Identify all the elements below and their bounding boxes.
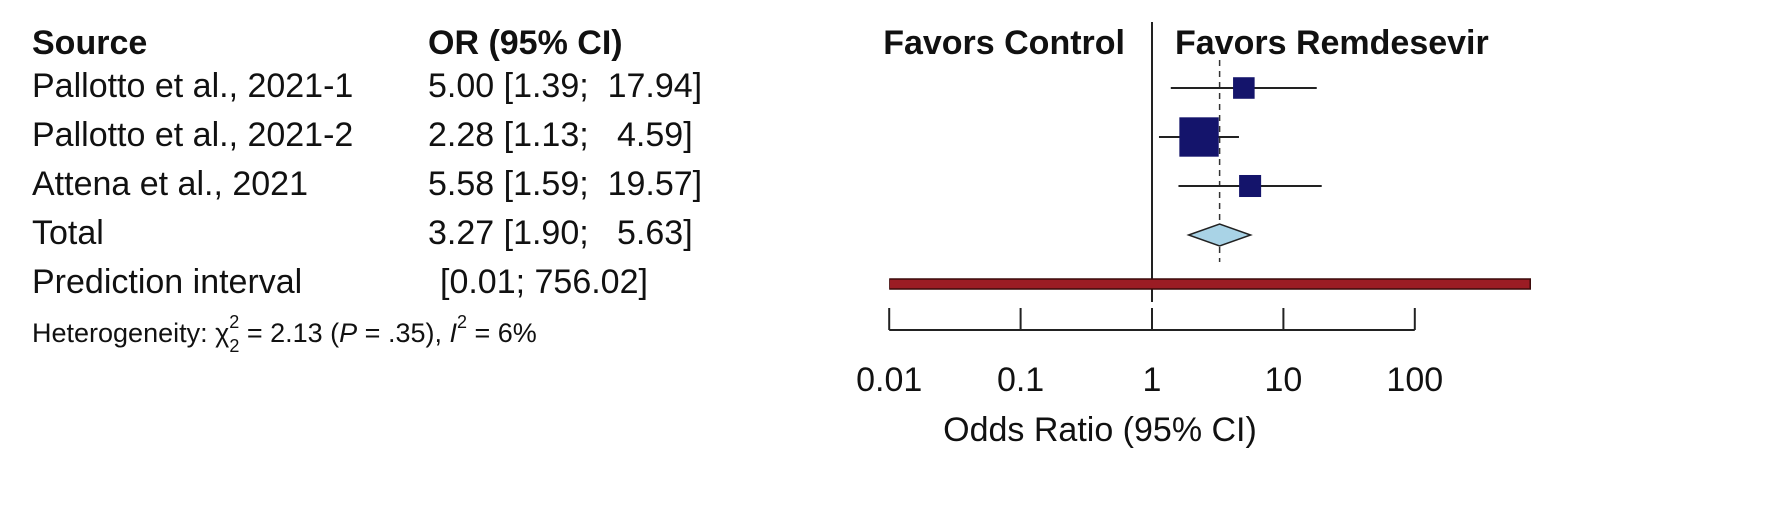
x-axis-label: Odds Ratio (95% CI) — [943, 411, 1257, 449]
het-sup: 2 — [229, 312, 239, 332]
total-diamond — [1186, 223, 1253, 247]
total-estimate: 3.27 [1.90; 5.63] — [428, 214, 693, 252]
het-text: Heterogeneity: — [32, 318, 215, 348]
heterogeneity: Heterogeneity: χ2 2 = 2.13 (P = .35), I2 … — [32, 312, 537, 356]
het-sup: 2 — [457, 312, 467, 332]
favors-right: Favors Remdesevir — [1175, 24, 1489, 62]
prediction-bar — [889, 278, 1531, 290]
study-square — [1233, 77, 1255, 99]
x-tick-label: 100 — [1386, 361, 1443, 399]
x-tick-label: 1 — [1143, 361, 1162, 399]
favors-left: Favors Control — [883, 24, 1125, 62]
study-estimate: 5.00 [1.39; 17.94] — [428, 67, 702, 105]
study-name: Attena et al., 2021 — [32, 165, 308, 203]
study-name: Pallotto et al., 2021-1 — [32, 67, 353, 105]
x-tick-label: 10 — [1264, 361, 1302, 399]
study-square — [1239, 174, 1262, 198]
study-estimate: 5.58 [1.59; 19.57] — [428, 165, 702, 203]
column-header: Source — [32, 24, 147, 62]
prediction-estimate: [0.01; 756.02] — [440, 263, 648, 301]
het-symbol: χ — [215, 318, 229, 348]
het-text: = 6% — [467, 318, 537, 348]
study-square — [1179, 117, 1219, 157]
total-name: Total — [32, 214, 104, 252]
het-text: = .35), — [357, 318, 449, 348]
study-estimate: 2.28 [1.13; 4.59] — [428, 116, 693, 154]
het-symbol: I — [449, 318, 457, 348]
x-tick-label: 0.1 — [997, 361, 1044, 399]
het-text: = 2.13 ( — [239, 318, 339, 348]
het-symbol: P — [339, 318, 357, 348]
x-tick-label: 0.01 — [856, 361, 922, 399]
column-header: OR (95% CI) — [428, 24, 623, 62]
study-name: Pallotto et al., 2021-2 — [32, 116, 353, 154]
het-sub: 2 — [229, 336, 239, 356]
prediction-name: Prediction interval — [32, 263, 302, 301]
